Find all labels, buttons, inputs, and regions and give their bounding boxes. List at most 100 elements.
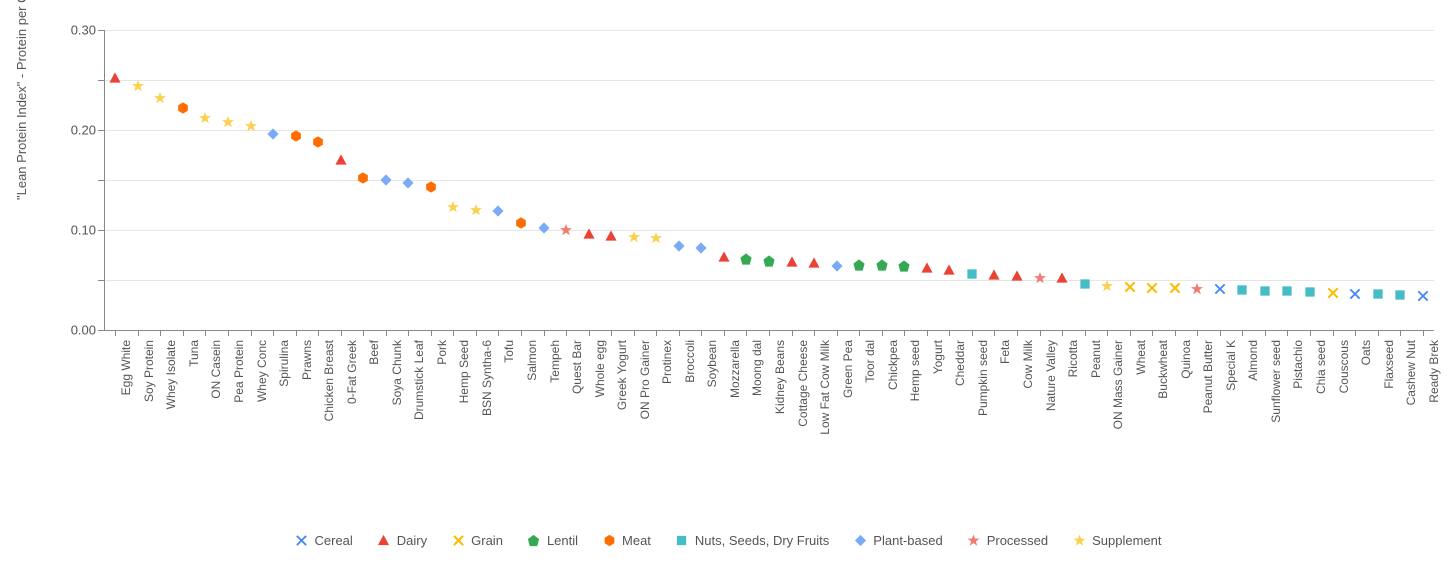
- x-label: Soybean: [705, 340, 719, 387]
- x-tick: [1085, 330, 1086, 336]
- data-point: [357, 172, 370, 185]
- lentil-icon: [527, 534, 541, 548]
- x-tick: [927, 330, 928, 336]
- x-label: Soya Chunk: [390, 340, 404, 405]
- x-tick: [544, 330, 545, 336]
- y-axis-title: "Lean Protein Index" - Protein per Calor…: [14, 0, 29, 200]
- y-tick-label: 0.20: [71, 123, 96, 138]
- x-label: Hemp seed: [908, 340, 922, 401]
- x-label: Flaxseed: [1382, 340, 1396, 389]
- x-tick: [656, 330, 657, 336]
- gridline: [104, 280, 1434, 281]
- x-tick: [792, 330, 793, 336]
- x-label: Quest Bar: [570, 340, 584, 394]
- data-point: [875, 259, 888, 272]
- gridline: [104, 130, 1434, 131]
- grain-icon: [451, 534, 465, 548]
- legend: CerealDairyGrainLentilMeatNuts, Seeds, D…: [0, 533, 1456, 548]
- x-label: Pork: [435, 340, 449, 365]
- x-tick: [1265, 330, 1266, 336]
- x-label: Cottage Cheese: [796, 340, 810, 427]
- x-label: Tempeh: [548, 340, 562, 383]
- processed-icon: [967, 534, 981, 548]
- x-tick: [1333, 330, 1334, 336]
- x-label: Beef: [367, 340, 381, 365]
- data-point: [717, 251, 730, 264]
- data-point: [898, 260, 911, 273]
- data-point: [830, 260, 843, 273]
- data-point: [965, 268, 978, 281]
- legend-item: Processed: [967, 533, 1048, 548]
- gridline: [104, 80, 1434, 81]
- x-label: Nature Valley: [1044, 340, 1058, 411]
- x-label: Kidney Beans: [773, 340, 787, 414]
- data-point: [853, 259, 866, 272]
- x-label: BSN Syntha-6: [480, 340, 494, 416]
- x-label: Buckwheat: [1156, 340, 1170, 399]
- meat-icon: [602, 534, 616, 548]
- x-tick: [1423, 330, 1424, 336]
- x-label: Oats: [1359, 340, 1373, 365]
- x-label: Greek Yogurt: [615, 340, 629, 410]
- x-tick: [724, 330, 725, 336]
- x-tick: [1355, 330, 1356, 336]
- x-tick: [837, 330, 838, 336]
- data-point: [627, 231, 640, 244]
- data-point: [424, 181, 437, 194]
- x-tick: [138, 330, 139, 336]
- x-label: Soy Protein: [142, 340, 156, 402]
- x-tick: [859, 330, 860, 336]
- legend-label: Processed: [987, 533, 1048, 548]
- y-axis: [104, 30, 105, 330]
- x-label: Special K: [1224, 340, 1238, 391]
- data-point: [785, 256, 798, 269]
- data-point: [1168, 282, 1181, 295]
- data-point: [1213, 283, 1226, 296]
- data-point: [402, 177, 415, 190]
- gridline: [104, 180, 1434, 181]
- data-point: [1033, 272, 1046, 285]
- x-tick: [994, 330, 995, 336]
- x-label: 0-Fat Greek: [345, 340, 359, 404]
- x-label: Pistachio: [1291, 340, 1305, 389]
- x-tick: [1197, 330, 1198, 336]
- x-tick: [1130, 330, 1131, 336]
- legend-label: Supplement: [1092, 533, 1161, 548]
- x-tick: [273, 330, 274, 336]
- x-label: Moong dal: [750, 340, 764, 396]
- x-label: Egg White: [119, 340, 133, 395]
- legend-item: Meat: [602, 533, 651, 548]
- data-point: [1191, 283, 1204, 296]
- x-label: ON Casein: [209, 340, 223, 399]
- x-tick: [363, 330, 364, 336]
- data-point: [289, 130, 302, 143]
- legend-label: Grain: [471, 533, 503, 548]
- x-label: Feta: [998, 340, 1012, 364]
- x-label: Low Fat Cow Milk: [818, 340, 832, 435]
- supplement-icon: [1072, 534, 1086, 548]
- data-point: [199, 112, 212, 125]
- data-point: [560, 224, 573, 237]
- data-point: [447, 201, 460, 214]
- data-point: [131, 80, 144, 93]
- x-label: Quinoa: [1179, 340, 1193, 379]
- x-label: Whey Isolate: [164, 340, 178, 409]
- x-label: Whole egg: [593, 340, 607, 397]
- x-tick: [160, 330, 161, 336]
- x-tick: [1017, 330, 1018, 336]
- gridline: [104, 230, 1434, 231]
- data-point: [1349, 288, 1362, 301]
- data-point: [1010, 270, 1023, 283]
- gridline: [104, 30, 1434, 31]
- x-tick: [431, 330, 432, 336]
- x-label: Whey Conc: [255, 340, 269, 402]
- legend-item: Dairy: [377, 533, 427, 548]
- x-label: Couscous: [1337, 340, 1351, 393]
- x-tick: [1400, 330, 1401, 336]
- legend-item: Plant-based: [853, 533, 942, 548]
- x-tick: [296, 330, 297, 336]
- legend-label: Meat: [622, 533, 651, 548]
- legend-item: Grain: [451, 533, 503, 548]
- data-point: [1123, 281, 1136, 294]
- x-label: Chia seed: [1314, 340, 1328, 394]
